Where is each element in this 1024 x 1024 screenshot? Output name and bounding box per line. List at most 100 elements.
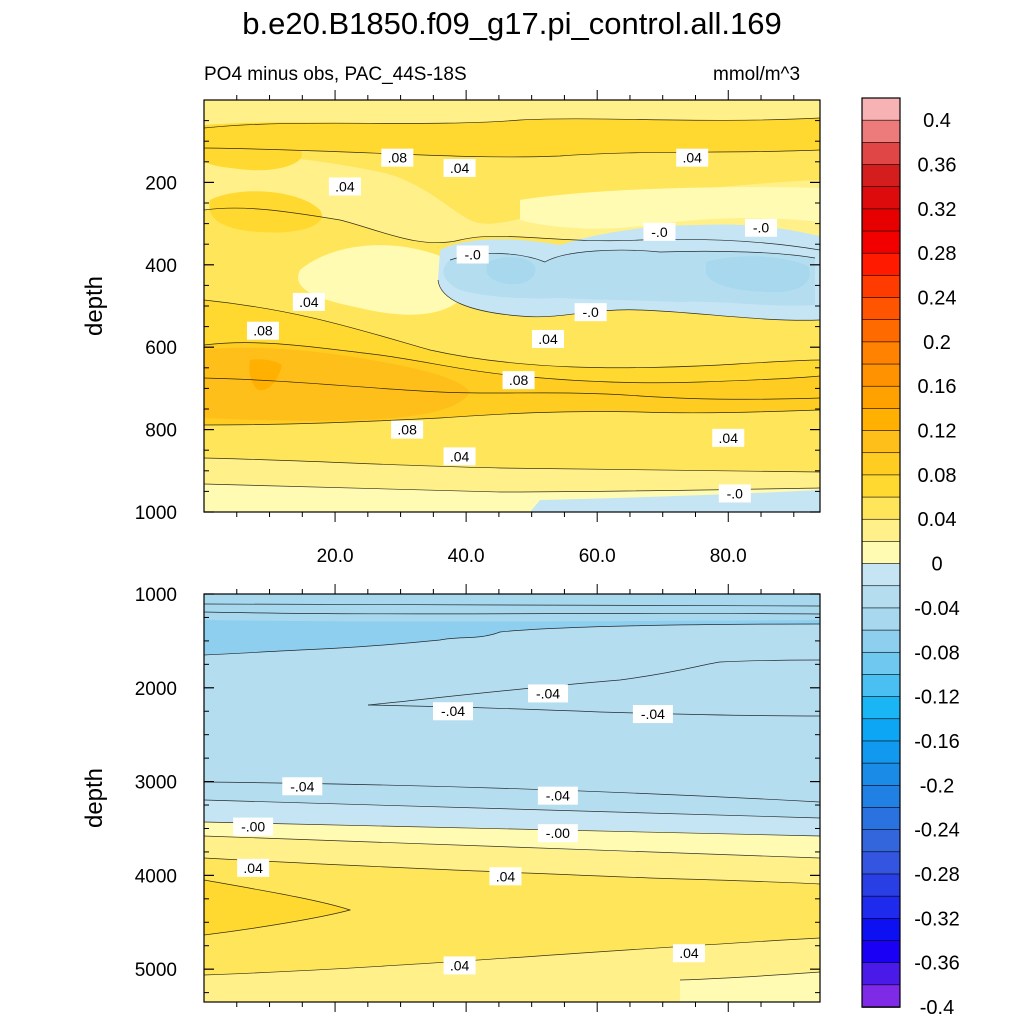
contour-label-text: -.04 [536,685,560,701]
contour-label-text: .08 [397,422,417,438]
contour-label-box [443,956,476,975]
contour-label: .04 [672,944,705,963]
colorbar-label: 0.2 [923,332,951,354]
contour-label-text: -.04 [546,788,570,804]
colorbar-swatch [861,186,901,210]
colorbar-frame [861,97,901,1008]
x-tick-label: 60.0 [579,546,616,567]
contour-label-text: .04 [450,448,470,464]
colorbar-swatch [861,363,901,388]
colorbar-swatch [861,275,901,299]
contour-label-box [489,867,522,886]
colorbar-swatch [861,829,901,853]
colorbar-swatch [861,585,901,609]
colorbar-label: -0.04 [914,598,960,620]
contour-label: .04 [292,292,325,311]
colorbar-label: -0.28 [914,864,960,886]
contour-label-box [672,944,705,963]
colorbar: 0.4 0.36 0.32 0.28 0.24 0.2 0.16 0.12 0.08 0.04 0 -… [861,97,960,1019]
contour-label-text: .08 [509,372,529,388]
contour-label-text: -.0 [651,224,668,240]
colorbar-label: -0.08 [914,642,960,664]
colorbar-swatch [861,629,901,654]
colorbar-label: -0.16 [914,731,960,753]
contour-label-box [676,148,709,167]
contour-label-text: -.0 [465,247,482,263]
colorbar-swatch [861,784,901,809]
colorbar-swatch [861,895,901,920]
contour-label-box [233,817,274,836]
colorbar-swatch [861,918,901,942]
colorbar-swatch [861,408,901,432]
y-tick-label: 400 [145,256,177,277]
colorbar-swatch [861,940,901,964]
colorbar-swatch [861,674,901,698]
contour-label-text: .04 [538,331,558,347]
y-tick-label: 1000 [135,585,177,606]
contour-label-box [292,292,325,311]
colorbar-label: -0.4 [920,997,954,1019]
contour-label-text: -.04 [641,706,665,722]
colorbar-label: 0.16 [918,376,957,398]
contour-label: -.0 [718,484,751,503]
contour-label-box [456,245,489,264]
colorbar-label: 0.12 [918,421,957,443]
colorbar-swatch [861,252,901,277]
contour-label: .04 [712,428,745,447]
x-tick-label: 80.0 [710,546,747,567]
colorbar-swatch [861,297,901,321]
upper-contour-labels: .08 .04 .04 .04 -.0 -.0 -.0 .04 -.0 .08 .04 .08 .08.… [246,148,778,503]
contour-label: -.04 [632,705,673,724]
lower-contour-labels: -.04 -.04 -.04 -.04 -.04 -.00 -.00 .04 .04 .04 .04 [233,684,705,975]
contour-label-box [537,786,578,805]
colorbar-swatch [861,873,901,897]
colorbar-swatch [861,496,901,521]
colorbar-swatch [861,164,901,188]
contour-label-text: -.00 [241,819,265,835]
y-tick-label: 4000 [135,866,177,887]
contour-label-box [443,447,476,466]
colorbar-swatch [861,984,901,1008]
contour-label-text: .08 [388,150,408,166]
colorbar-swatch [861,319,901,343]
colorbar-label: 0.36 [918,155,957,177]
contour-label: -.00 [537,824,578,843]
upper-axes: 200 400 600 800 1000 20.0 40.0 60.0 80.0 [135,90,820,567]
y-tick-label: 2000 [135,679,177,700]
contour-label-text: .04 [243,860,263,876]
contour-label: -.00 [233,817,274,836]
colorbar-swatch [861,807,901,831]
contour-label-box [718,484,751,503]
contour-label: -.04 [537,786,578,805]
contour-label: .04 [237,858,270,877]
contour-label-text: .04 [682,150,702,166]
contour-label: .04 [328,177,361,196]
y-tick-label: 600 [145,338,177,359]
colorbar-swatch [861,518,901,543]
colorbar-label: -0.2 [920,775,954,797]
contour-label-box [537,824,578,843]
colorbar-swatch [861,541,901,565]
colorbar-swatch [861,341,901,365]
y-tick-label: 3000 [135,773,177,794]
contour-label-box [712,428,745,447]
contour-label-text: -.04 [441,703,465,719]
contour-label: .08 [381,148,414,167]
upper-ylabel: depth [81,276,108,336]
contour-label-box [528,684,569,703]
contour-label-text: -.0 [727,485,744,501]
colorbar-label: -0.12 [914,687,960,709]
contour-label-text: -.00 [546,825,570,841]
colorbar-swatch [861,230,901,254]
contour-label: -.0 [643,222,676,241]
contour-label: .08 [502,371,535,390]
contour-label: .08 [391,420,424,439]
y-tick-label: 800 [145,421,177,442]
colorbar-label: 0.04 [918,509,957,531]
contour-label-text: .04 [335,179,355,195]
y-tick-label: 1000 [135,503,177,524]
contour-label: -.04 [282,777,323,796]
colorbar-swatch [861,142,901,166]
colorbar-swatch [861,762,901,787]
